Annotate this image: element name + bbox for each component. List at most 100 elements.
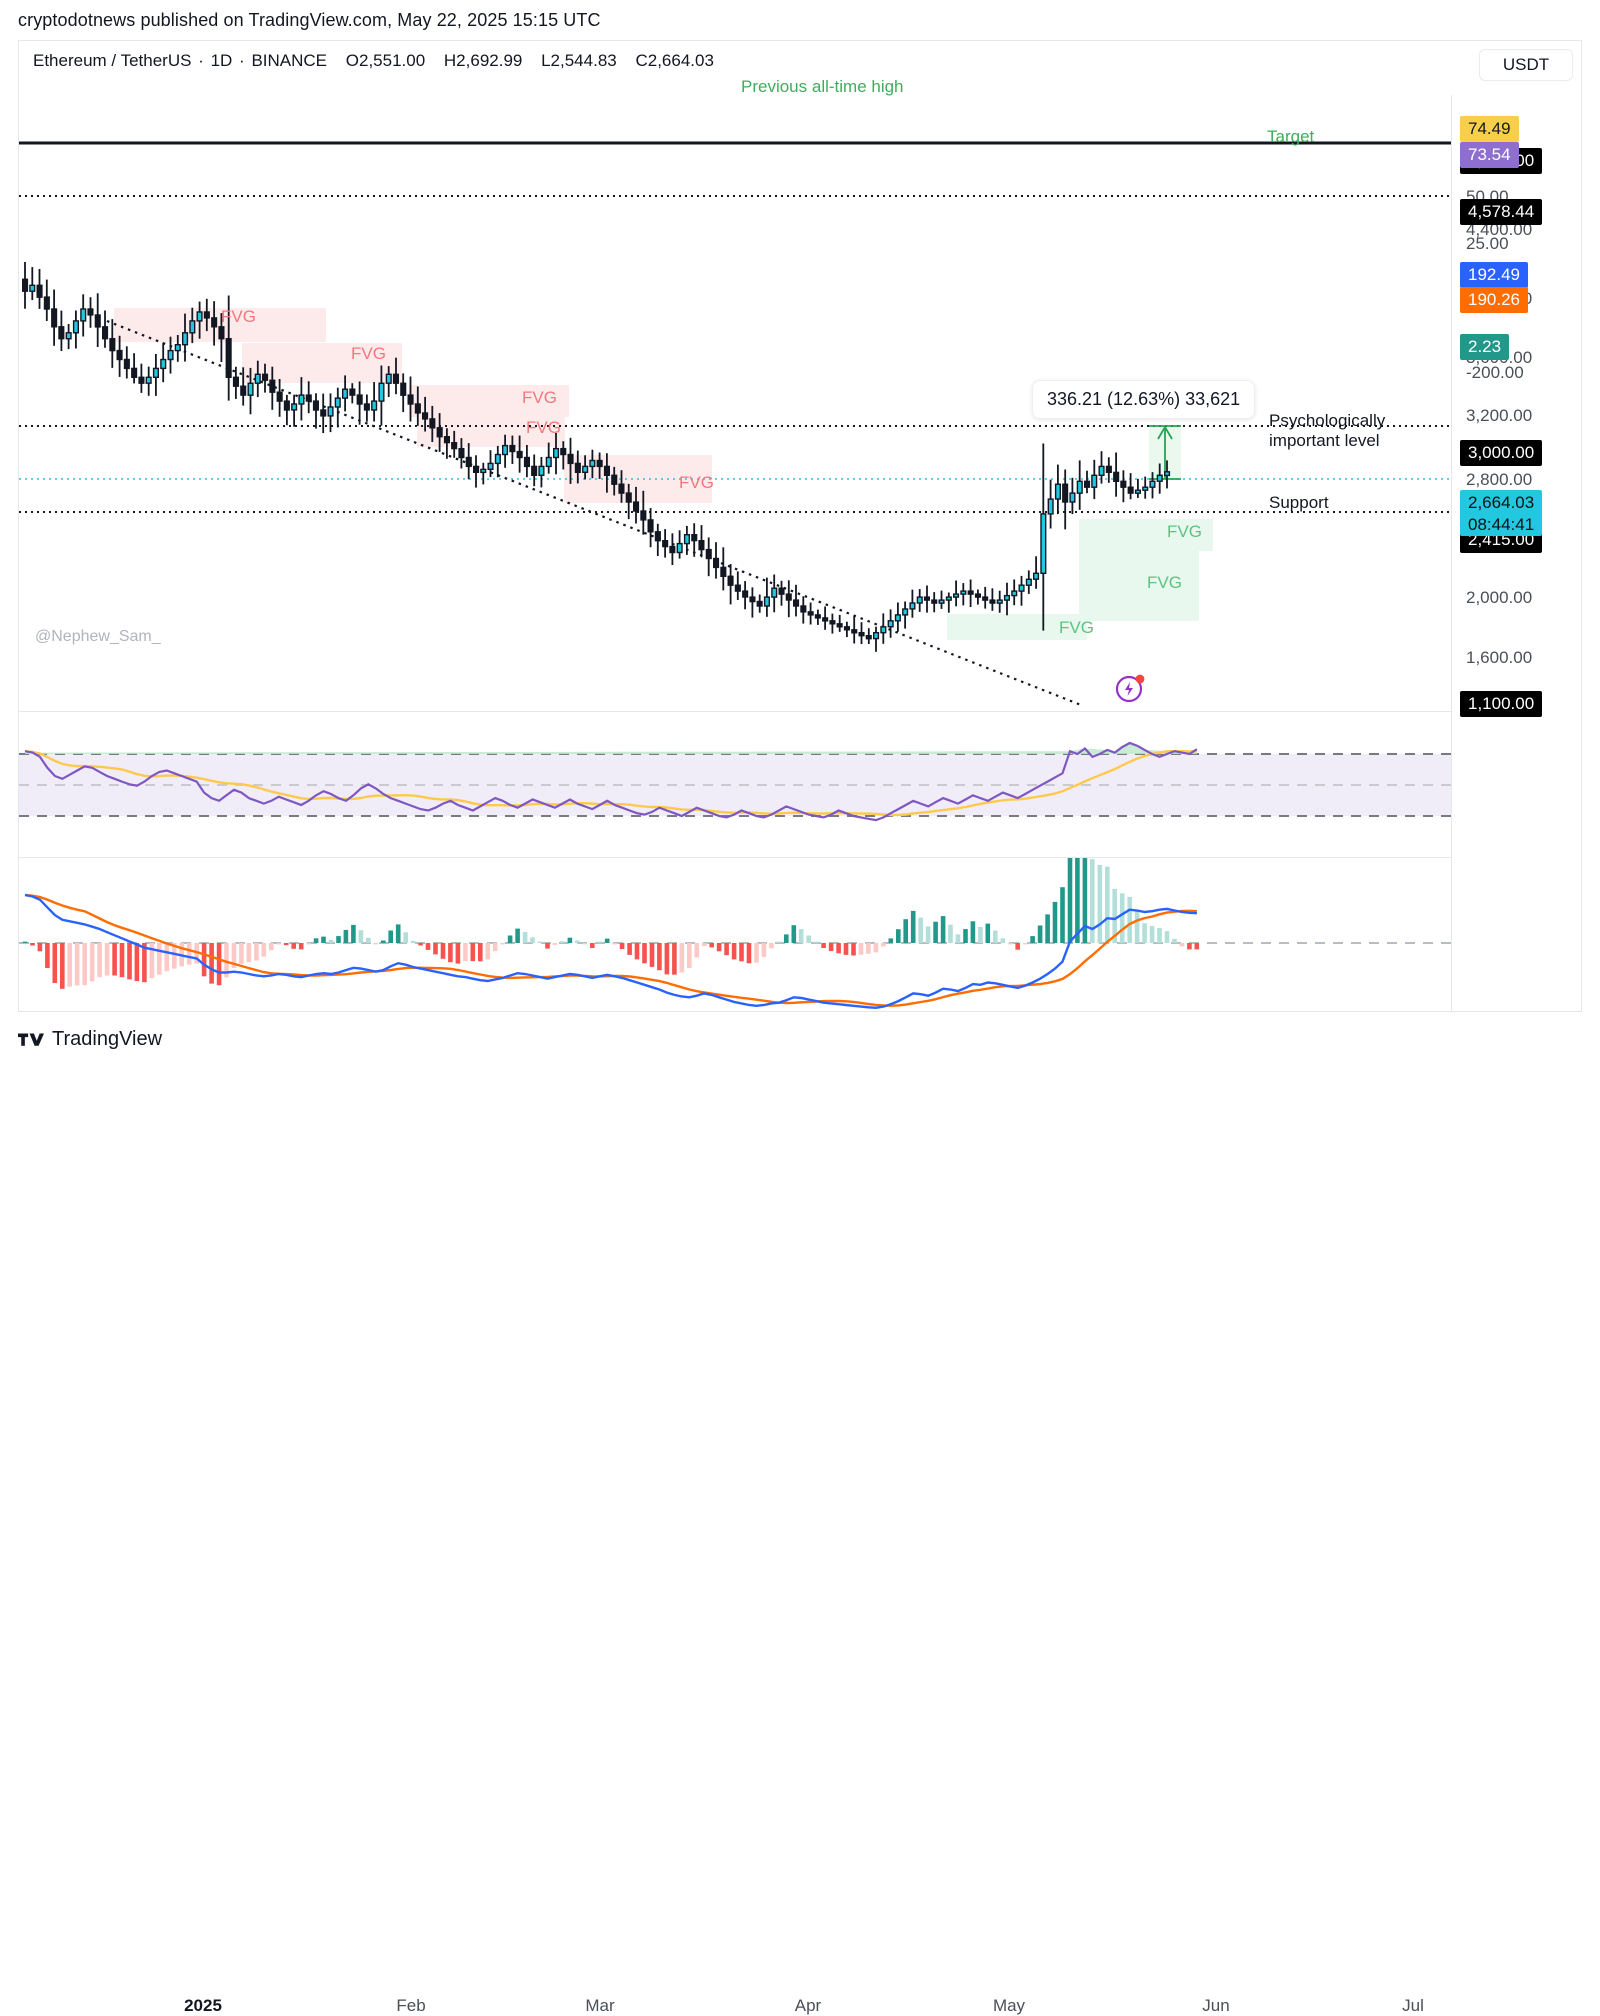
macd-histogram-bar [37,943,43,952]
candle [785,593,792,601]
macd-histogram-bar [925,926,931,943]
macd-histogram-bar [388,930,393,943]
macd-histogram-bar [716,943,722,952]
candle [43,296,50,310]
support-label: Support [1269,493,1329,512]
macd-histogram-bar [896,929,901,943]
candle [909,602,916,610]
macd-histogram-bar [298,943,304,950]
legend-low: L2,544.83 [541,51,617,70]
candlestick-series [22,262,1171,652]
macd-histogram-bar [60,943,65,989]
time-axis-label: 2025 [184,1996,222,2015]
macd-histogram-bar [1142,923,1147,943]
candle [531,465,538,476]
macd-histogram-bar [694,943,700,958]
price-pane[interactable]: Previous all-time high Target Psychologi… [19,77,1451,711]
candle [560,447,567,456]
macd-histogram-bar [1194,943,1200,950]
macd-histogram-bar [440,943,446,959]
candle [509,444,516,453]
macd-histogram-bar [701,943,707,947]
macd-histogram-bar [687,943,692,968]
macd-histogram-bar [1060,887,1065,943]
macd-histogram-bar [612,943,617,945]
macd-histogram-bar [769,943,774,949]
macd-histogram-bar [739,943,744,962]
idea-alert-icon[interactable] [1114,670,1148,704]
candle [1142,486,1149,491]
macd-histogram-bar [993,930,998,943]
macd-histogram-bar [366,937,371,943]
candle [320,409,327,417]
candle [858,632,865,637]
macd-histogram-bar [306,943,311,945]
candle [633,501,640,512]
candle [1062,483,1069,503]
candle [625,492,632,503]
macd-histogram-bar [754,943,759,963]
candle [589,459,596,468]
macd-histogram-bar [851,943,856,956]
macd-histogram-bar [657,943,662,971]
candle [1003,594,1010,601]
candle [734,584,741,592]
macd-histogram-bar [970,921,976,943]
candle [269,379,276,393]
macd-histogram-bar [254,943,259,961]
last-price-badge: 2,664.03 08:44:41 [1460,490,1543,536]
candle [945,596,952,601]
macd-histogram-bar [627,943,632,955]
candle [902,608,909,616]
macd-pane[interactable] [19,857,1451,1011]
macd-histogram-bar [590,943,595,948]
candle [473,465,480,473]
candle [567,453,574,465]
candle [254,373,261,384]
candle [756,600,763,607]
author-watermark: @Nephew_Sam_ [35,628,161,645]
macd-histogram-bar [798,929,804,943]
rsi-pane[interactable] [19,711,1451,857]
candle [371,400,378,411]
time-axis-label: Feb [396,1996,426,2015]
currency-pill[interactable]: USDT [1479,49,1573,81]
macd-histogram-bar [1127,896,1132,943]
macd-histogram-bar [1157,928,1162,943]
macd-histogram-bar [30,943,35,946]
macd-histogram-bar [545,943,550,949]
candle [1040,513,1047,574]
macd-histogram-bar [634,943,640,960]
candle [822,617,829,622]
legend-interval[interactable]: 1D [210,51,233,70]
rsi-overbought-fill [25,743,1197,754]
macd-histogram-bar [948,924,953,943]
macd-histogram-bar [806,935,811,943]
candle [211,317,218,328]
macd-histogram [22,858,1200,989]
macd-histogram-bar [67,943,73,987]
candle [960,590,967,595]
price-axis[interactable]: 4,800.004,400.004,000.003,600.003,200.00… [1451,95,1581,1011]
price-axis-tick: 2,800.00 [1466,470,1533,489]
candle [1047,498,1054,515]
macd-histogram-bar [112,943,117,976]
candle [836,623,843,628]
macd-histogram-bar [164,943,170,972]
macd-histogram-bar [418,943,423,946]
candle [771,587,778,598]
candle [131,367,138,378]
candle [662,540,669,548]
time-axis-label: Apr [794,1996,822,2015]
macd-histogram-bar [1187,943,1192,950]
publisher-line: cryptodotnews published on TradingView.c… [18,10,601,30]
candle [422,412,429,420]
legend-symbol[interactable]: Ethereum / TetherUS [33,51,192,70]
macd-histogram-bar [283,943,289,946]
macd-histogram-bar [582,943,588,945]
price-axis-badge: 4,578.44 [1460,199,1543,225]
legend-high: H2,692.99 [443,51,523,70]
candle [851,629,858,634]
macd-histogram-bar [1045,914,1050,943]
candle [713,557,720,569]
